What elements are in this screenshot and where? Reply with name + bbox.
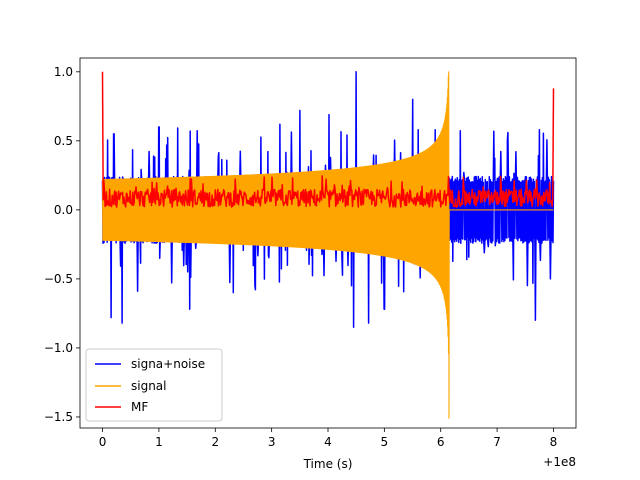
x-axis-ticks: 0 1 2 3 4 5 6 7 8 — [99, 428, 558, 449]
legend-frame — [85, 348, 223, 422]
x-tick-label: 5 — [381, 435, 389, 449]
y-tick-label: 1.0 — [54, 65, 73, 79]
x-tick-label: 7 — [493, 435, 501, 449]
legend: signa+noise signal MF — [85, 348, 223, 422]
x-tick-label: 3 — [268, 435, 276, 449]
x-tick-label: 8 — [550, 435, 558, 449]
series-line-signal — [101, 71, 554, 419]
x-tick-label: 4 — [324, 435, 332, 449]
x-axis-label: Time (s) — [303, 457, 353, 471]
series-group — [101, 71, 555, 419]
y-axis-ticks: 1.0 0.5 0.0 −0.5 −1.0 −1.5 — [44, 65, 80, 424]
x-axis-offset-label: +1e8 — [543, 455, 576, 469]
x-tick-label: 0 — [99, 435, 107, 449]
series-line-mf — [101, 71, 555, 208]
legend-label-signal: signal — [131, 379, 167, 393]
legend-label-signa-noise: signa+noise — [131, 357, 205, 371]
y-tick-label: 0.5 — [54, 134, 73, 148]
y-tick-label: 0.0 — [54, 203, 73, 217]
x-tick-label: 6 — [437, 435, 445, 449]
y-tick-label: −0.5 — [44, 272, 73, 286]
y-tick-label: −1.5 — [44, 410, 73, 424]
y-tick-label: −1.0 — [44, 341, 73, 355]
legend-label-mf: MF — [131, 400, 148, 414]
x-tick-label: 2 — [211, 435, 219, 449]
x-tick-label: 1 — [155, 435, 163, 449]
